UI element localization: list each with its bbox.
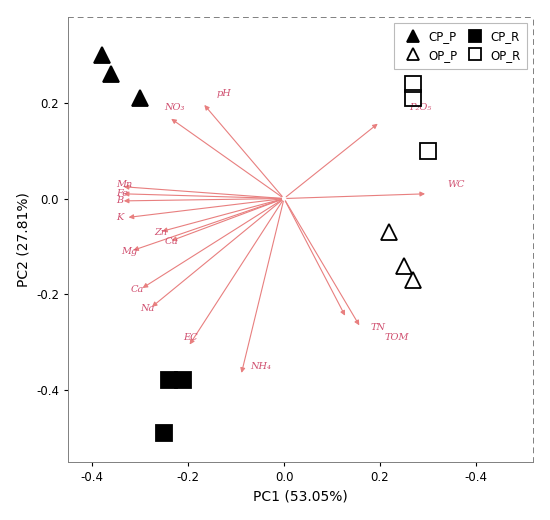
Text: Zn: Zn	[155, 228, 168, 237]
Legend: CP_P, OP_P, CP_R, OP_R: CP_P, OP_P, CP_R, OP_R	[394, 22, 527, 69]
Text: EC: EC	[183, 333, 198, 342]
Text: Mg: Mg	[121, 246, 138, 256]
Text: Mn: Mn	[116, 180, 133, 189]
Text: Na: Na	[140, 304, 155, 313]
Text: B: B	[116, 197, 123, 205]
Text: WC: WC	[447, 180, 465, 189]
Text: TOM: TOM	[384, 333, 409, 342]
Text: NO₃: NO₃	[164, 103, 184, 112]
Text: Ca: Ca	[130, 285, 144, 294]
Y-axis label: PC2 (27.81%): PC2 (27.81%)	[16, 192, 31, 287]
Text: pH: pH	[217, 89, 232, 98]
Text: Cu: Cu	[164, 237, 178, 246]
Text: Fe: Fe	[116, 189, 128, 198]
X-axis label: PC1 (53.05%): PC1 (53.05%)	[254, 489, 348, 503]
Text: P₂O₅: P₂O₅	[409, 103, 431, 112]
Text: K: K	[116, 213, 123, 222]
Text: TN: TN	[370, 323, 386, 332]
Text: NH₄: NH₄	[250, 361, 271, 371]
